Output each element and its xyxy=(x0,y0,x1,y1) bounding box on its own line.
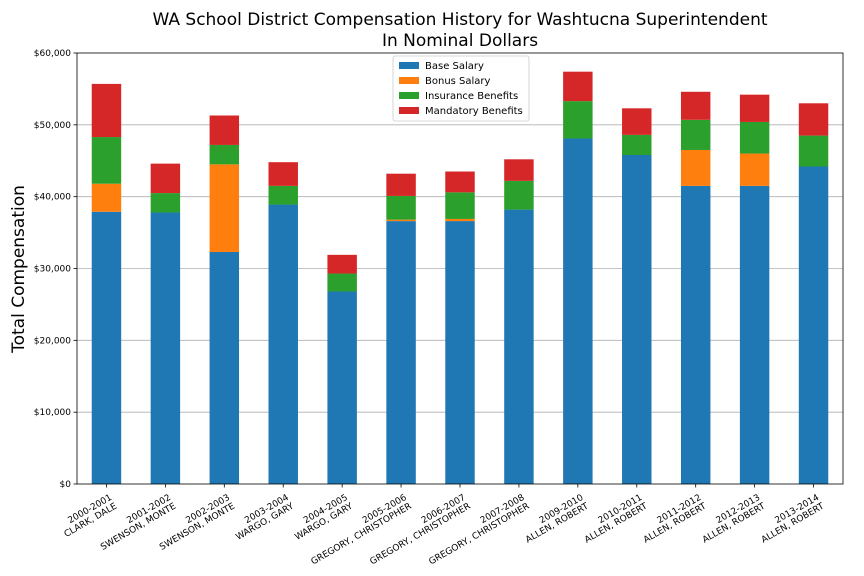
x-tick-label: 2007-2008GREGORY, CHRISTOPHER xyxy=(422,493,531,568)
bar-segment-insurance-benefits xyxy=(504,180,534,210)
bar-segment-bonus-salary xyxy=(386,219,416,222)
x-tick-label: 2004-2005WARGO, GARY xyxy=(288,493,355,543)
legend-swatch xyxy=(399,77,419,84)
x-tick-label: 2006-2007GREGORY, CHRISTOPHER xyxy=(364,493,473,567)
bar-segment-base-salary xyxy=(209,251,240,484)
bar-segment-insurance-benefits xyxy=(150,193,181,213)
legend-box xyxy=(392,55,530,122)
x-tick-label: 2003-2004WARGO, GARY xyxy=(230,493,297,543)
x-tick-label-text: 2003-2004WARGO, GARY xyxy=(230,493,297,543)
legend-entry: Bonus Salary xyxy=(425,76,491,87)
bar-segment-insurance-benefits xyxy=(563,101,593,139)
legend-swatch xyxy=(399,107,419,114)
bar-segment-insurance-benefits xyxy=(268,185,298,205)
x-tick-label-text: 2012-2013ALLEN, ROBERT xyxy=(696,493,768,546)
y-tick-label: $30,000 xyxy=(34,265,71,275)
y-tick-label: $60,000 xyxy=(34,49,71,59)
bar-segment-mandatory-benefits xyxy=(268,162,298,186)
y-axis-label: Total Compensation xyxy=(9,185,29,354)
bar-segment-mandatory-benefits xyxy=(327,254,357,274)
y-tick-label: $0 xyxy=(60,480,72,490)
bar-stacks xyxy=(91,71,829,485)
x-tick-label-text: 2006-2007GREGORY, CHRISTOPHER xyxy=(364,493,473,567)
bar-segment-insurance-benefits xyxy=(327,273,357,292)
bar-segment-bonus-salary xyxy=(91,183,122,212)
legend-entry: Insurance Benefits xyxy=(425,91,518,102)
legend: Base Salary Bonus Salary Insurance Benefit… xyxy=(392,55,530,122)
bar-segment-base-salary xyxy=(327,291,357,484)
bar-segment-insurance-benefits xyxy=(739,121,770,154)
bar-segment-bonus-salary xyxy=(209,164,240,252)
bar-segment-mandatory-benefits xyxy=(504,159,534,181)
x-tick-label: 2010-2011ALLEN, ROBERT xyxy=(578,493,650,546)
bar-segment-mandatory-benefits xyxy=(798,103,829,136)
bar-segment-mandatory-benefits xyxy=(739,94,770,122)
bar-segment-bonus-salary xyxy=(739,153,770,186)
x-tick-label-text: 2009-2010ALLEN, ROBERT xyxy=(519,493,591,546)
y-tick-label: $10,000 xyxy=(34,408,71,418)
bar-segment-base-salary xyxy=(739,185,770,484)
bar-segment-base-salary xyxy=(563,138,593,484)
bar-segment-insurance-benefits xyxy=(798,135,829,167)
bar-segment-mandatory-benefits xyxy=(563,71,593,102)
bar-segment-base-salary xyxy=(91,211,122,485)
bar-segment-mandatory-benefits xyxy=(386,173,416,196)
bar-segment-insurance-benefits xyxy=(445,192,475,219)
bar-segment-base-salary xyxy=(798,166,829,484)
y-ticks: $0 $10,000 $20,000 $30,000 $40,000 $50,000 $60… xyxy=(34,49,77,490)
legend-entry: Mandatory Benefits xyxy=(425,106,523,117)
x-tick-label: 2000-2001CLARK, DALE xyxy=(58,493,120,540)
x-tick-label-text: 2007-2008GREGORY, CHRISTOPHER xyxy=(422,493,531,568)
bar-segment-bonus-salary xyxy=(445,218,475,222)
legend-entry: Base Salary xyxy=(425,61,484,72)
bar-segment-insurance-benefits xyxy=(680,119,711,150)
bar-segment-insurance-benefits xyxy=(622,134,652,156)
chart-subtitle: In Nominal Dollars xyxy=(382,31,538,51)
x-ticks: 2000-2001CLARK, DALE 2001-2002SWENSON, MO… xyxy=(58,484,827,568)
bar-segment-mandatory-benefits xyxy=(445,171,475,193)
bar-segment-mandatory-benefits xyxy=(680,91,711,120)
y-tick-label: $50,000 xyxy=(34,121,71,131)
bar-segment-insurance-benefits xyxy=(386,195,416,220)
bar-segment-base-salary xyxy=(445,221,475,484)
bar-segment-insurance-benefits xyxy=(209,144,240,165)
bar-segment-base-salary xyxy=(268,204,298,484)
legend-swatch xyxy=(399,92,419,99)
bar-segment-mandatory-benefits xyxy=(209,115,240,145)
x-tick-label: 2012-2013ALLEN, ROBERT xyxy=(696,493,768,546)
x-tick-label: 2011-2012ALLEN, ROBERT xyxy=(637,493,709,546)
x-tick-label: 2005-2006GREGORY, CHRISTOPHER xyxy=(305,493,414,568)
y-tick-label: $40,000 xyxy=(34,193,71,203)
y-tick-label: $20,000 xyxy=(34,336,71,346)
bar-segment-insurance-benefits xyxy=(91,137,122,184)
bar-segment-bonus-salary xyxy=(680,149,711,186)
chart-title: WA School District Compensation History … xyxy=(152,10,767,30)
x-tick-label-text: 2013-2014ALLEN, ROBERT xyxy=(755,493,827,546)
bar-segment-mandatory-benefits xyxy=(150,163,181,194)
bar-segment-mandatory-benefits xyxy=(622,108,652,135)
bar-segment-base-salary xyxy=(150,212,181,484)
x-tick-label-text: 2004-2005WARGO, GARY xyxy=(288,493,355,543)
bar-segment-base-salary xyxy=(386,221,416,484)
bar-segment-base-salary xyxy=(504,209,534,484)
x-tick-label-text: 2000-2001CLARK, DALE xyxy=(58,493,120,540)
x-tick-label-text: 2005-2006GREGORY, CHRISTOPHER xyxy=(305,493,414,568)
legend-swatch xyxy=(399,62,419,69)
x-tick-label: 2013-2014ALLEN, ROBERT xyxy=(755,493,827,546)
x-tick-label-text: 2010-2011ALLEN, ROBERT xyxy=(578,493,650,546)
x-tick-label: 2009-2010ALLEN, ROBERT xyxy=(519,493,591,546)
bar-segment-base-salary xyxy=(680,185,711,484)
x-tick-label-text: 2011-2012ALLEN, ROBERT xyxy=(637,493,709,546)
bar-segment-mandatory-benefits xyxy=(91,83,122,138)
bar-segment-base-salary xyxy=(622,155,652,484)
